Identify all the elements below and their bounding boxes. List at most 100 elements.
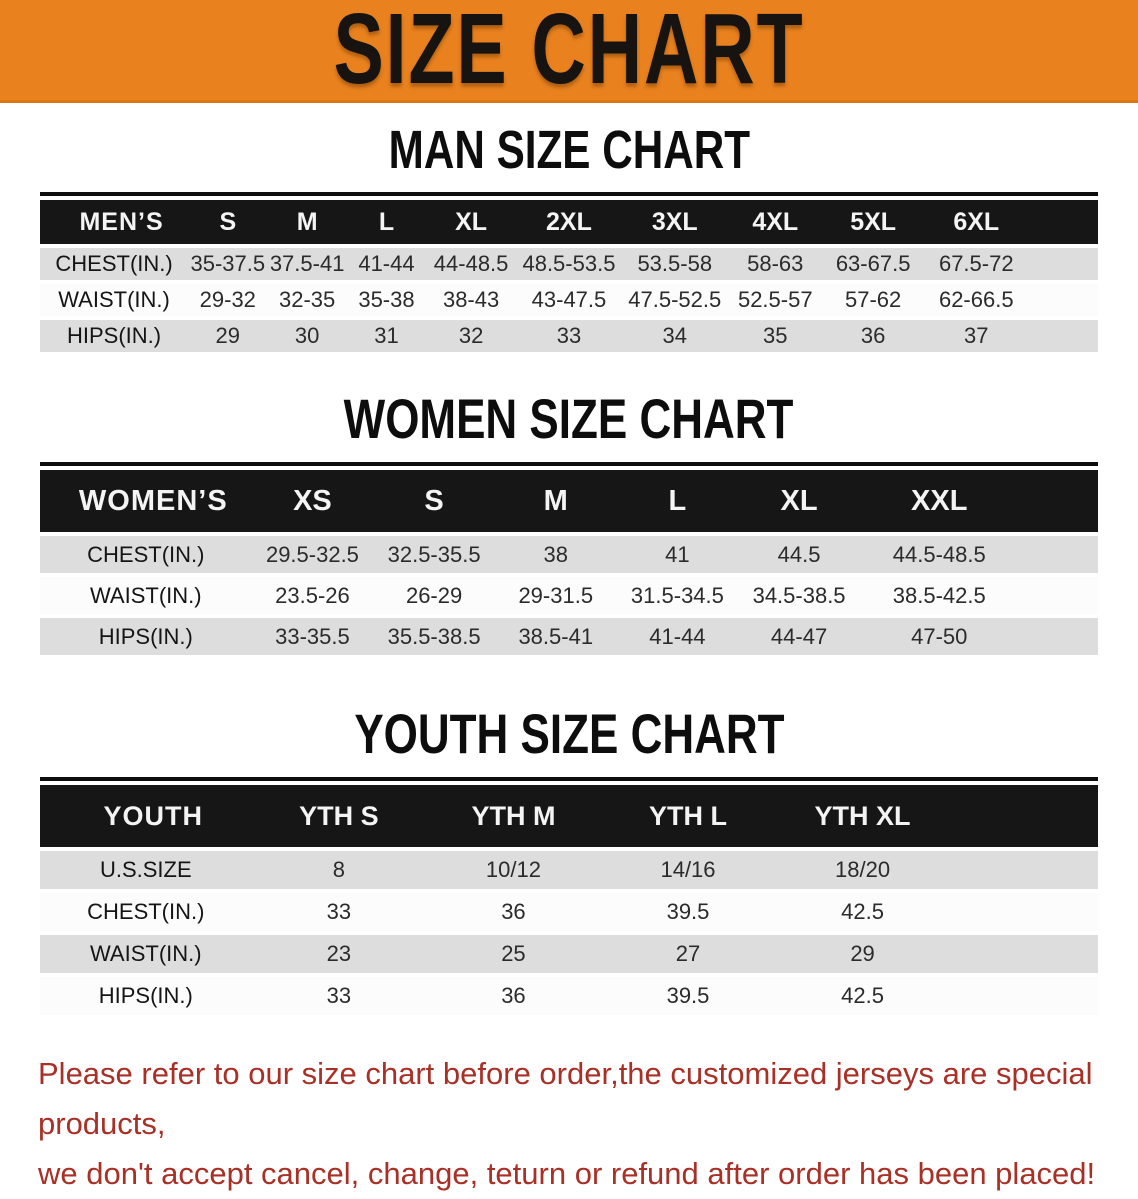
men-col-header: 2XL — [516, 200, 622, 244]
size-cell-spacer — [949, 935, 1098, 973]
size-cell: 44-47 — [738, 618, 860, 655]
women-col-header: XL — [738, 470, 860, 532]
row-label: HIPS(IN.) — [40, 618, 252, 655]
size-cell: 36 — [426, 893, 601, 931]
men-size-section: MAN SIZE CHART MEN’S S M L XL 2XL 3XL 4X… — [0, 121, 1138, 356]
size-cell: 37.5-41 — [267, 248, 347, 280]
women-col-header: L — [616, 470, 739, 532]
size-cell: 37 — [923, 320, 1030, 352]
table-row: HIPS(IN.) 33-35.5 35.5-38.5 38.5-41 41-4… — [40, 618, 1098, 655]
size-cell: 52.5-57 — [727, 284, 823, 316]
size-cell: 47.5-52.5 — [621, 284, 728, 316]
size-cell: 42.5 — [775, 893, 950, 931]
table-row: CHEST(IN.) 33 36 39.5 42.5 — [40, 893, 1098, 931]
youth-header-row: YOUTH YTH S YTH M YTH L YTH XL — [40, 785, 1098, 847]
size-cell: 53.5-58 — [621, 248, 728, 280]
table-row: WAIST(IN.) 29-32 32-35 35-38 38-43 43-47… — [40, 284, 1098, 316]
size-cell: 43-47.5 — [516, 284, 622, 316]
youth-col-header: YTH S — [251, 785, 427, 847]
size-cell: 23.5-26 — [251, 577, 374, 614]
size-cell: 33 — [251, 893, 427, 931]
size-cell: 31.5-34.5 — [616, 577, 739, 614]
men-col-header: S — [188, 200, 268, 244]
men-section-heading: MAN SIZE CHART — [0, 121, 1138, 180]
size-cell: 67.5-72 — [923, 248, 1030, 280]
size-cell: 33 — [516, 320, 622, 352]
size-cell: 41 — [616, 536, 739, 573]
size-cell: 29.5-32.5 — [251, 536, 374, 573]
size-cell: 38 — [494, 536, 617, 573]
size-cell: 44-48.5 — [426, 248, 517, 280]
size-cell: 35-37.5 — [188, 248, 268, 280]
size-cell: 41-44 — [346, 248, 427, 280]
table-row: CHEST(IN.) 35-37.5 37.5-41 41-44 44-48.5… — [40, 248, 1098, 280]
men-col-header: 5XL — [822, 200, 924, 244]
size-cell: 38.5-42.5 — [859, 577, 1019, 614]
size-cell: 32.5-35.5 — [373, 536, 495, 573]
table-row: U.S.SIZE 8 10/12 14/16 18/20 — [40, 851, 1098, 889]
size-cell: 34 — [621, 320, 728, 352]
size-cell-spacer — [1029, 284, 1098, 316]
table-row: HIPS(IN.) 33 36 39.5 42.5 — [40, 977, 1098, 1015]
women-size-section: WOMEN SIZE CHART WOMEN’S XS S M L XL XXL… — [0, 387, 1138, 659]
youth-size-table: YOUTH YTH S YTH M YTH L YTH XL U.S.SIZE … — [40, 781, 1098, 1019]
size-cell: 44.5 — [738, 536, 860, 573]
women-group-label: WOMEN’S — [40, 470, 252, 532]
size-cell: 25 — [426, 935, 601, 973]
men-section-heading-text: MAN SIZE CHART — [388, 120, 750, 181]
women-header-row: WOMEN’S XS S M L XL XXL — [40, 470, 1098, 532]
men-col-header: XL — [426, 200, 517, 244]
size-cell: 29 — [188, 320, 268, 352]
size-cell: 34.5-38.5 — [738, 577, 860, 614]
row-label: WAIST(IN.) — [40, 577, 252, 614]
row-label: WAIST(IN.) — [40, 284, 189, 316]
order-notice-line1: Please refer to our size chart before or… — [38, 1056, 1093, 1141]
women-size-table: WOMEN’S XS S M L XL XXL CHEST(IN.) 29.5-… — [40, 466, 1098, 659]
men-col-header: M — [267, 200, 347, 244]
women-col-header: M — [494, 470, 617, 532]
row-label: U.S.SIZE — [40, 851, 252, 889]
men-table-top-border — [40, 192, 1098, 196]
size-cell: 39.5 — [600, 977, 776, 1015]
table-row: WAIST(IN.) 23.5-26 26-29 29-31.5 31.5-34… — [40, 577, 1098, 614]
women-section-heading-text: WOMEN SIZE CHART — [344, 387, 794, 451]
size-cell-spacer — [1029, 320, 1098, 352]
youth-group-label: YOUTH — [40, 785, 252, 847]
banner-title: SIZE CHART — [333, 0, 805, 105]
size-cell-spacer — [949, 851, 1098, 889]
size-cell: 31 — [346, 320, 427, 352]
size-cell: 26-29 — [373, 577, 495, 614]
size-cell: 38-43 — [426, 284, 517, 316]
size-cell: 18/20 — [775, 851, 950, 889]
men-size-table: MEN’S S M L XL 2XL 3XL 4XL 5XL 6XL CHEST… — [40, 196, 1098, 356]
size-cell: 35 — [727, 320, 823, 352]
youth-table-top-border — [40, 777, 1098, 781]
size-cell: 58-63 — [727, 248, 823, 280]
youth-size-section: YOUTH SIZE CHART YOUTH YTH S YTH M YTH L… — [0, 703, 1138, 1019]
youth-col-header: YTH M — [426, 785, 601, 847]
row-label: HIPS(IN.) — [40, 320, 189, 352]
youth-col-header-spacer — [949, 785, 1098, 847]
size-cell-spacer — [1018, 536, 1098, 573]
size-cell: 32-35 — [267, 284, 347, 316]
size-chart-banner: SIZE CHART — [0, 0, 1138, 105]
size-cell: 33 — [251, 977, 427, 1015]
men-group-label: MEN’S — [40, 200, 189, 244]
row-label: CHEST(IN.) — [40, 536, 252, 573]
youth-section-heading: YOUTH SIZE CHART — [0, 703, 1138, 766]
men-col-header: L — [346, 200, 427, 244]
men-header-row: MEN’S S M L XL 2XL 3XL 4XL 5XL 6XL — [40, 200, 1098, 244]
table-row: HIPS(IN.) 29 30 31 32 33 34 35 36 37 — [40, 320, 1098, 352]
women-col-header: XXL — [859, 470, 1019, 532]
women-table-top-border — [40, 462, 1098, 466]
size-cell: 14/16 — [600, 851, 776, 889]
women-col-header-spacer — [1018, 470, 1098, 532]
size-cell: 27 — [600, 935, 776, 973]
size-cell: 57-62 — [822, 284, 924, 316]
size-cell: 48.5-53.5 — [516, 248, 622, 280]
size-cell: 33-35.5 — [251, 618, 374, 655]
women-col-header: S — [373, 470, 495, 532]
men-col-header: 6XL — [923, 200, 1030, 244]
table-row: WAIST(IN.) 23 25 27 29 — [40, 935, 1098, 973]
row-label: CHEST(IN.) — [40, 248, 189, 280]
